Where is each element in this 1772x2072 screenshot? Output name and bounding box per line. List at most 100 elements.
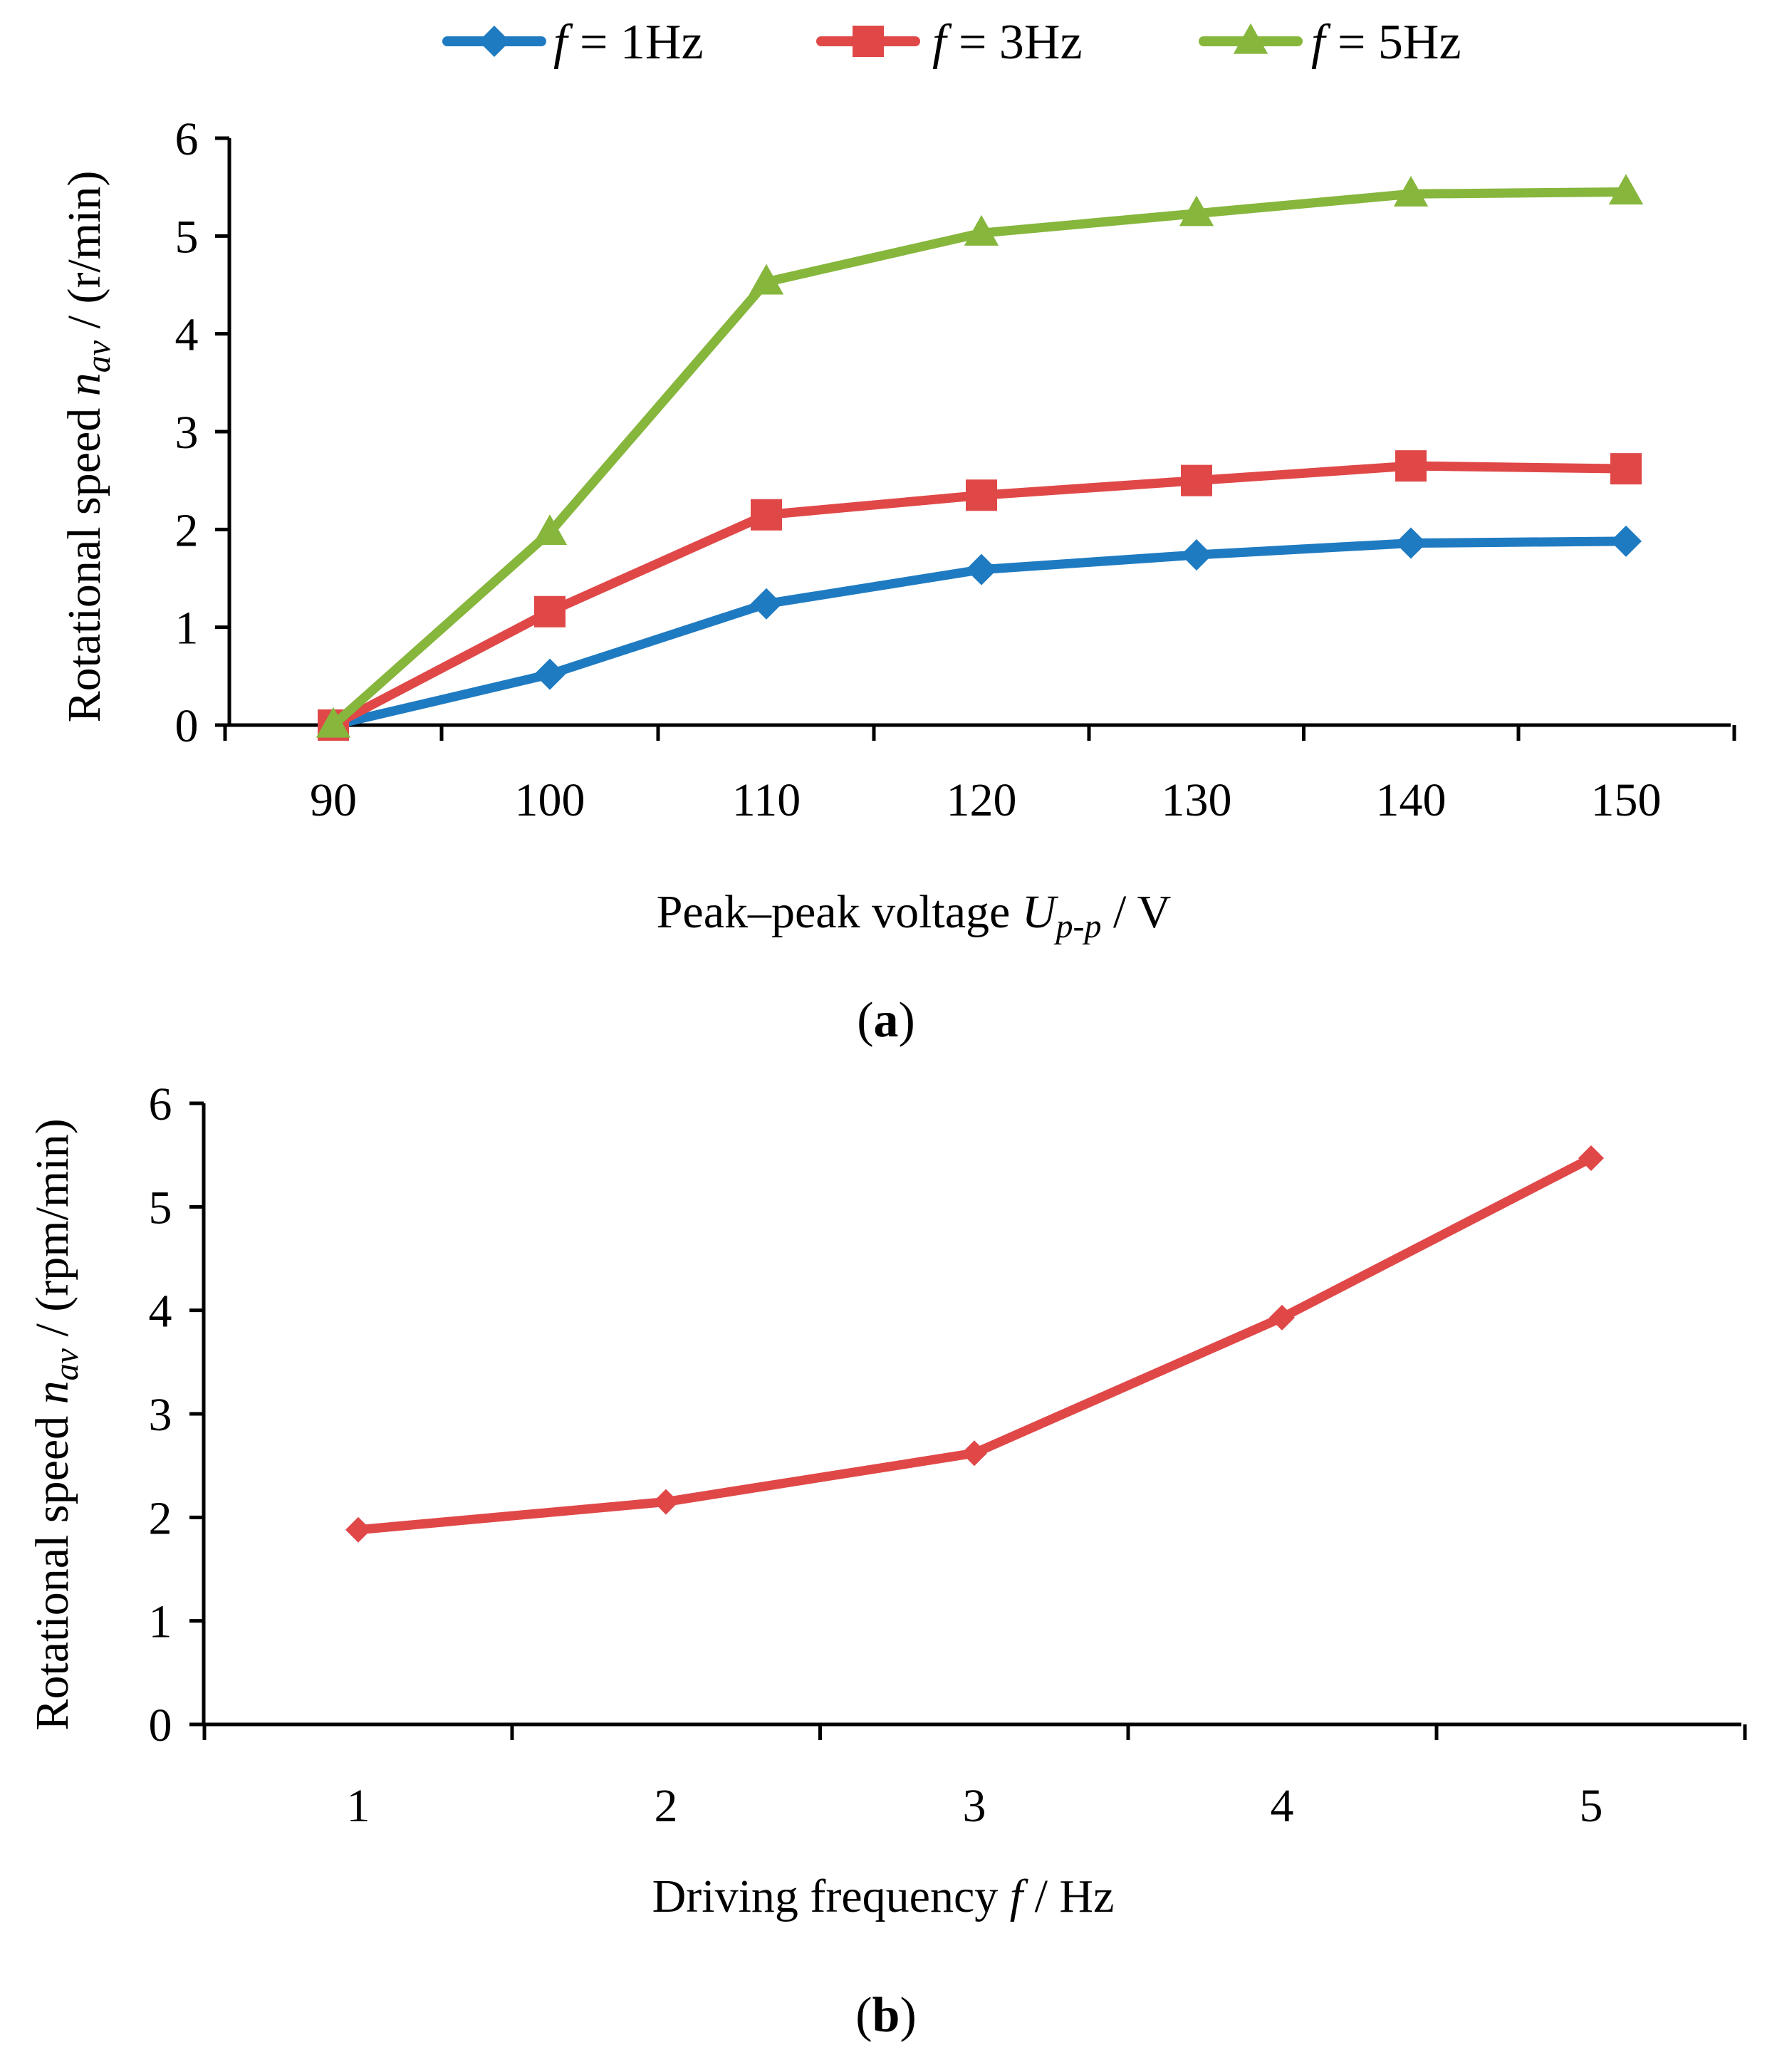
legend-rest-1hz: = 1Hz: [567, 15, 703, 70]
y-tick-label: 4: [175, 309, 199, 361]
y-axis-title-a: Rotational speed nav / (r/min): [58, 171, 118, 723]
series-b: [345, 1145, 1604, 1543]
series-1: [345, 1145, 1604, 1543]
y-tick-label: 5: [175, 211, 199, 263]
data-point: [1395, 450, 1427, 482]
y-axis-title-a-var: n: [58, 373, 110, 396]
series-2: [318, 450, 1642, 741]
data-point: [966, 553, 997, 585]
y-tick-label: 6: [149, 1078, 172, 1130]
x-axis-title-a: Peak–peak voltage Up-p / V: [657, 886, 1172, 945]
caption-a-close: ): [899, 993, 915, 1048]
y-axis-title-b: Rotational speed nav / (rpm/min): [26, 1118, 85, 1730]
y-tick-label: 0: [149, 1699, 172, 1751]
legend-entry-5hz: f = 5Hz: [1199, 15, 1461, 70]
y-axis-title-b-var: n: [26, 1380, 78, 1404]
axes-b: 0 1 2 3 4 5 6 1 2 3 4 5: [149, 1078, 1747, 1832]
data-point: [534, 658, 566, 690]
data-point: [1179, 195, 1214, 227]
legend-marker-1hz: [479, 26, 510, 57]
data-point: [345, 1516, 371, 1543]
series-1: [318, 525, 1642, 741]
x-axis-title-b-pre: Driving frequency: [652, 1870, 1010, 1922]
data-point: [653, 1489, 679, 1515]
y-tick-label: 1: [175, 603, 199, 655]
x-axis-title-b: Driving frequency f / Hz: [652, 1870, 1115, 1922]
axes-a: 0 1 2 3 4 5 6 90 100 110 120 130 140 150: [175, 113, 1736, 826]
y-tick-label: 3: [149, 1389, 172, 1441]
legend-rest-5hz: = 5Hz: [1325, 15, 1461, 70]
data-point: [316, 707, 351, 738]
x-tick-label: 100: [515, 774, 585, 826]
series-line: [353, 1153, 1596, 1535]
x-axis-title-a-var: U: [1022, 886, 1059, 938]
x-tick-label: 2: [655, 1780, 678, 1832]
legend-marker-3hz: [853, 26, 884, 57]
caption-b-close: ): [900, 1988, 916, 2043]
data-point: [1610, 525, 1642, 557]
data-point: [532, 514, 568, 546]
x-axis-title-a-pre: Peak–peak voltage: [657, 886, 1022, 938]
x-axis-title-a-post: / V: [1102, 886, 1172, 938]
data-point: [964, 214, 999, 246]
caption-a-letter: a: [874, 993, 899, 1048]
data-point: [966, 479, 997, 511]
y-axis-title-a-post: / (r/min): [58, 171, 110, 340]
x-tick-label: 1: [347, 1780, 370, 1832]
caption-b-letter: b: [872, 1988, 900, 2043]
caption-b: (b): [855, 1988, 917, 2043]
x-tick-label: 150: [1591, 774, 1662, 826]
legend-rest-3hz: = 3Hz: [946, 15, 1082, 70]
x-tick-label: 4: [1271, 1780, 1294, 1832]
y-axis-title-b-post: / (rpm/min): [26, 1118, 78, 1348]
data-point: [1269, 1304, 1295, 1331]
y-tick-label: 5: [149, 1182, 172, 1234]
caption-a-open: (: [857, 993, 873, 1048]
legend-label-3hz: f = 3Hz: [932, 15, 1083, 70]
y-axis-title-b-pre: Rotational speed: [26, 1404, 78, 1730]
data-point: [961, 1440, 987, 1467]
legend-a: f = 1Hz f = 3Hz f = 5Hz: [442, 15, 1461, 70]
data-point: [751, 588, 782, 620]
series-line: [328, 187, 1631, 730]
chart-b: 0 1 2 3 4 5 6 1 2 3 4 5 Driving frequency f / Hz Ro…: [26, 1078, 1747, 2043]
caption-a: (a): [857, 993, 915, 1048]
x-axis-title-b-post: / Hz: [1023, 1870, 1114, 1922]
y-tick-label: 6: [175, 113, 199, 165]
y-tick-label: 2: [149, 1492, 172, 1544]
data-point: [751, 499, 782, 531]
series-a: [316, 174, 1644, 741]
y-tick-label: 4: [149, 1286, 172, 1338]
x-tick-label: 5: [1580, 1780, 1603, 1832]
legend-label-5hz: f = 5Hz: [1311, 15, 1461, 70]
x-axis-title-a-sub: p-p: [1054, 907, 1102, 945]
x-tick-label: 140: [1376, 774, 1447, 826]
chart-a: f = 1Hz f = 3Hz f = 5Hz 0 1 2 3 4 5 6 90 100 110 1…: [58, 15, 1736, 1048]
data-point: [1393, 175, 1429, 207]
x-tick-label: 130: [1162, 774, 1232, 826]
caption-b-open: (: [855, 1988, 872, 2043]
x-tick-label: 3: [963, 1780, 986, 1832]
data-point: [1610, 453, 1642, 485]
data-point: [1181, 539, 1212, 571]
data-point: [1608, 174, 1644, 205]
data-point: [1578, 1145, 1604, 1172]
legend-marker-5hz: [1233, 23, 1268, 54]
y-axis-title-b-sub: av: [48, 1348, 85, 1380]
series-3: [316, 174, 1644, 738]
data-point: [534, 595, 566, 628]
y-tick-label: 3: [175, 407, 199, 459]
legend-label-1hz: f = 1Hz: [553, 15, 704, 70]
legend-entry-3hz: f = 3Hz: [816, 15, 1083, 70]
x-tick-label: 90: [310, 774, 357, 826]
y-axis-title-a-sub: av: [80, 340, 118, 373]
y-tick-label: 0: [175, 700, 199, 752]
x-tick-label: 110: [732, 774, 801, 826]
data-point: [1181, 464, 1212, 496]
y-tick-label: 1: [149, 1596, 172, 1648]
x-tick-label: 120: [947, 774, 1017, 826]
y-tick-label: 2: [175, 504, 199, 556]
data-point: [1395, 527, 1427, 559]
data-point: [749, 264, 784, 295]
